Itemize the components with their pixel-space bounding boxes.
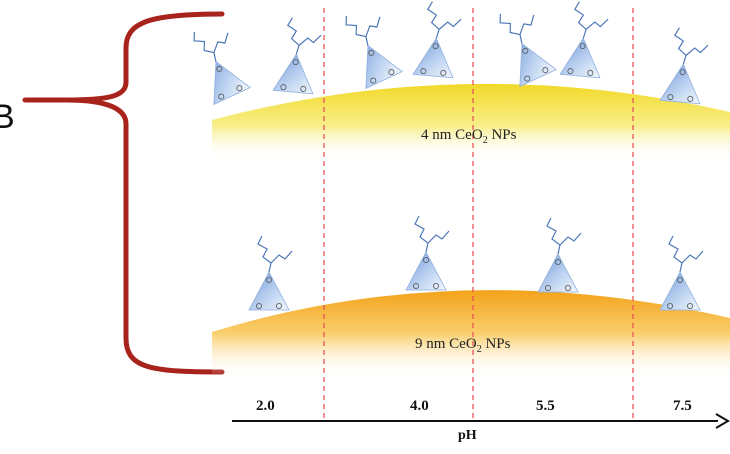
np-4nm-label: 4 nm CeO2 NPs: [421, 127, 517, 146]
ph-tick-label: 7.5: [673, 398, 692, 414]
ph-axis: [232, 413, 730, 429]
ligand-molecule: [559, 1, 609, 79]
np-9nm-label: 9 nm CeO2 NPs: [415, 336, 511, 355]
ph-axis-title: pH: [458, 428, 477, 443]
ligand-molecule: [537, 217, 582, 293]
ligand-molecule: [659, 235, 704, 311]
grouping-bracket: [22, 11, 225, 375]
ligand-molecule: [412, 1, 462, 79]
ligand-molecule: [272, 17, 322, 95]
ph-tick-label: 4.0: [410, 398, 429, 414]
ligand-molecule: [659, 27, 709, 105]
np-9nm-surface: [212, 290, 730, 378]
ligand-group: [193, 1, 709, 311]
ligand-molecule: [405, 215, 450, 291]
ligand-molecule: [499, 13, 557, 88]
edge-letter: B: [0, 98, 15, 136]
np-4nm-surface: [212, 83, 730, 160]
ph-tick-label: 2.0: [256, 398, 275, 414]
ligand-molecule: [193, 31, 251, 106]
ph-axis-arrow-icon: [715, 413, 730, 429]
ph-tick-label: 5.5: [536, 398, 555, 414]
ligand-molecule: [248, 235, 293, 311]
ligand-molecule: [345, 15, 403, 90]
